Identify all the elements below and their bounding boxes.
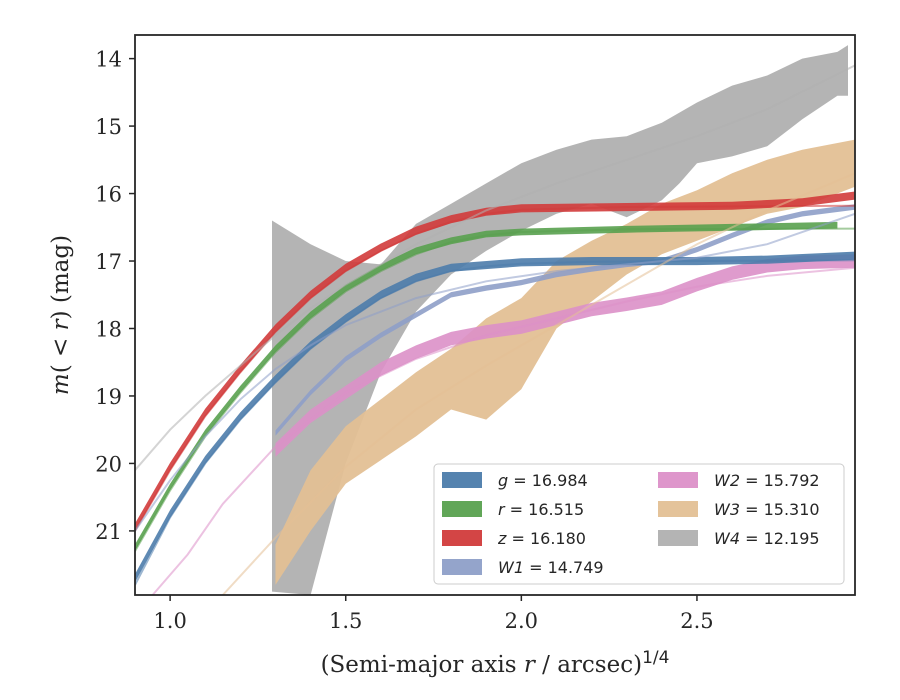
y-tick-label: 14 [95, 48, 122, 72]
legend-frame [433, 463, 845, 585]
legend-label-z: z = 16.180 [497, 529, 586, 548]
model-line-g [135, 259, 855, 586]
x-axis-label: (Semi-major axis r / arcsec)1/4 [321, 648, 670, 678]
legend-swatch-w3 [658, 501, 698, 517]
y-axis-ticks: 14 15 16 17 18 19 20 21 [95, 48, 135, 544]
legend-swatch-w4 [658, 530, 698, 546]
legend-label-g: g = 16.984 [498, 471, 588, 490]
model-line-z [135, 204, 855, 532]
band-w3 [275, 139, 855, 585]
y-tick-label: 15 [95, 115, 122, 139]
legend-label-r: r = 16.515 [498, 500, 584, 519]
x-axis-ticks: 1.0 1.5 2.0 2.5 [153, 595, 714, 633]
legend-label-w2: W2 = 15.792 [714, 471, 820, 490]
y-tick-label: 20 [95, 452, 122, 476]
x-tick-label: 1.5 [329, 609, 362, 633]
legend-swatch-z [442, 530, 482, 546]
plot-frame [134, 34, 856, 596]
x-tick-label: 1.0 [153, 609, 186, 633]
legend: g = 16.984 r = 16.515 z = 16.180 W1 = 14.74… [433, 463, 845, 585]
band-w4 [272, 45, 848, 595]
legend-swatch-w1 [442, 559, 482, 575]
y-axis-label: m( < r) (mag) [48, 235, 74, 395]
legend-label-w4: W4 = 12.195 [714, 529, 820, 548]
legend-swatch-w2 [658, 472, 698, 488]
model-line-w1 [135, 212, 855, 532]
model-line-w4 [135, 64, 855, 471]
y-tick-label: 17 [95, 250, 122, 274]
legend-label-w3: W3 = 15.310 [714, 500, 820, 519]
data-bands [135, 45, 855, 595]
model-line-w2 [151, 266, 855, 595]
legend-swatch-r [442, 501, 482, 517]
y-tick-label: 18 [95, 317, 122, 341]
x-tick-label: 2.5 [680, 609, 713, 633]
model-line-w3 [222, 172, 855, 595]
x-tick-label: 2.0 [505, 609, 538, 633]
legend-swatch-g [442, 472, 482, 488]
y-tick-label: 19 [95, 385, 122, 409]
y-tick-label: 21 [95, 520, 122, 544]
y-tick-label: 16 [95, 183, 122, 207]
legend-label-w1: W1 = 14.749 [498, 558, 604, 577]
model-lines [135, 64, 855, 595]
